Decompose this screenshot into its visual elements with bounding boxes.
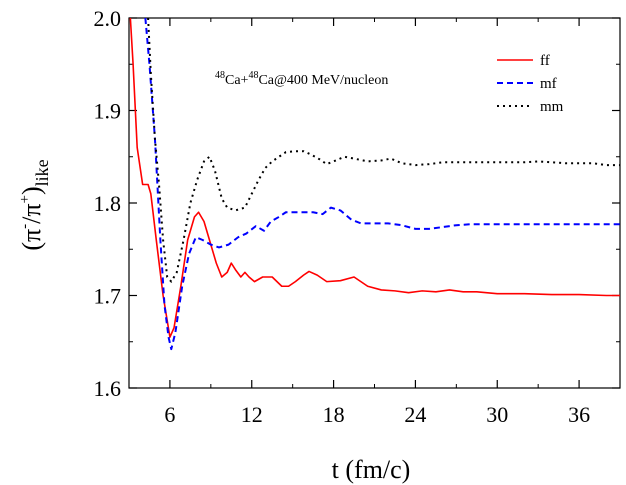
series-line-mf bbox=[144, 18, 620, 351]
x-tick-label: 36 bbox=[568, 402, 590, 427]
x-axis-title: t (fm/c) bbox=[332, 455, 411, 484]
y-axis-title: (π-/π+)like bbox=[17, 159, 52, 250]
x-tick-label: 24 bbox=[404, 402, 426, 427]
y-tick-label: 1.8 bbox=[94, 191, 122, 216]
y-title-sub: like bbox=[32, 159, 52, 186]
series-layer bbox=[129, 18, 620, 351]
x-tick-label: 30 bbox=[486, 402, 508, 427]
legend-label-mm: mm bbox=[540, 99, 564, 115]
series-line-ff bbox=[129, 18, 620, 338]
x-tick-label: 18 bbox=[323, 402, 345, 427]
legend-label-mf: mf bbox=[540, 76, 557, 92]
x-tick-label: 6 bbox=[164, 402, 175, 427]
y-tick-label: 1.6 bbox=[94, 376, 122, 401]
y-title-sup1: - bbox=[17, 224, 33, 229]
y-tick-label: 1.7 bbox=[94, 284, 122, 309]
y-axis-ticks: 1.6 1.7 1.8 1.9 2.0 bbox=[94, 6, 620, 401]
y-title-sup2: + bbox=[17, 195, 33, 203]
y-tick-label: 2.0 bbox=[94, 6, 122, 31]
x-axis-ticks: 6 12 18 24 30 36 bbox=[164, 18, 621, 427]
legend-label-ff: ff bbox=[540, 53, 550, 69]
reaction-annotation: 48Ca+48Ca@400 MeV/nucleon bbox=[215, 70, 388, 88]
y-title-mid: /π bbox=[17, 203, 46, 223]
annot-t1: Ca+ bbox=[225, 73, 249, 88]
annot-sup2: 48 bbox=[248, 70, 258, 81]
y-title-base: (π bbox=[17, 229, 46, 251]
annot-t2: Ca@400 MeV/nucleon bbox=[258, 73, 388, 88]
legend: ff mf mm bbox=[497, 53, 564, 115]
x-tick-label: 12 bbox=[241, 402, 263, 427]
annot-sup1: 48 bbox=[215, 70, 225, 81]
y-title-close: ) bbox=[17, 186, 46, 195]
y-tick-label: 1.9 bbox=[94, 99, 122, 124]
